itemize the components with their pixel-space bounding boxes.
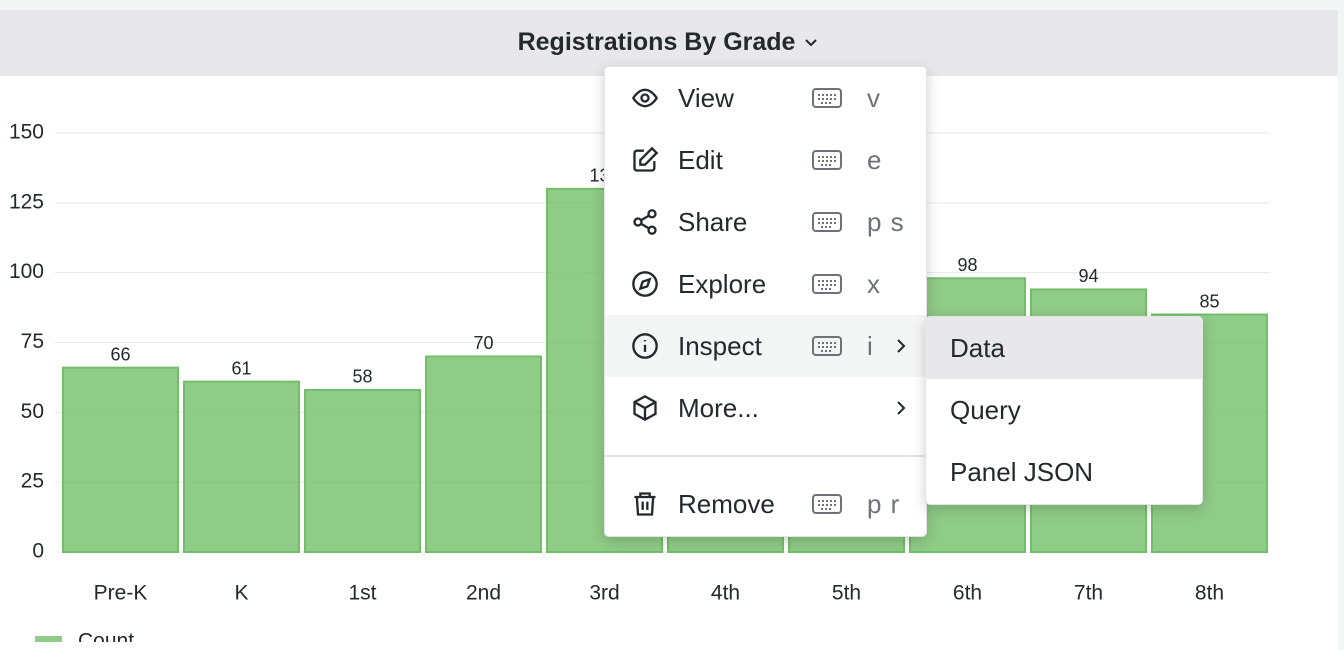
value-label: 85: [1199, 291, 1219, 311]
menu-label: Remove: [678, 489, 775, 519]
chevron-down: [805, 39, 818, 47]
icon-cube: [633, 394, 657, 422]
menu-item[interactable]: Share p s: [605, 191, 926, 253]
y-tick-label: 150: [9, 121, 44, 144]
chevron-right: [897, 401, 906, 415]
value-label: 66: [110, 344, 130, 364]
icon-keyboard: [812, 336, 842, 356]
icon-keyboard: [812, 88, 842, 108]
title-text: Registrations By Grade: [517, 28, 796, 56]
icon-keyboard: [812, 212, 842, 232]
y-tick-label: 0: [32, 540, 44, 563]
submenu-item[interactable]: Query: [926, 379, 1202, 441]
menu-shortcut: v: [867, 83, 881, 113]
x-tick-label: 4th: [711, 582, 740, 605]
bar: [425, 355, 542, 554]
y-tick-label: 125: [9, 190, 44, 213]
x-tick-label: 7th: [1074, 582, 1103, 605]
submenu-label: Query: [950, 395, 1021, 425]
submenu: Data Query Panel JSON: [925, 316, 1203, 505]
y-tick-label: 50: [21, 400, 44, 423]
submenu-item-active[interactable]: Data: [926, 317, 1202, 379]
menu-shortcut: e: [867, 145, 883, 175]
x-tick-label: 8th: [1195, 582, 1224, 605]
menu-item[interactable]: More...: [605, 377, 926, 439]
menu-item-active[interactable]: Inspect i: [605, 315, 926, 377]
value-label: 58: [352, 367, 372, 387]
x-tick-label: 3rd: [589, 582, 619, 605]
legend-label: Count: [78, 630, 134, 642]
value-label: 70: [473, 333, 493, 353]
panel-title[interactable]: Registrations By Grade: [0, 28, 1338, 57]
menu-item[interactable]: Edit e: [605, 129, 926, 191]
value-label: 98: [957, 255, 977, 275]
menu-label: Share: [678, 207, 748, 237]
x-tick-label: 1st: [348, 582, 376, 605]
legend-swatch: [35, 636, 62, 642]
submenu-label: Data: [950, 333, 1005, 363]
chevron-right: [897, 339, 906, 353]
icon-eye: [631, 88, 659, 108]
menu-label: Explore: [678, 269, 767, 299]
y-tick-label: 25: [21, 470, 44, 493]
menu-shortcut: p r: [867, 489, 901, 519]
x-tick-label: 6th: [953, 582, 982, 605]
x-tick-label: 2nd: [466, 582, 501, 605]
submenu-label: Panel JSON: [950, 457, 1094, 487]
menu-item[interactable]: Explore x: [605, 253, 926, 315]
menu-shortcut: i: [867, 331, 874, 361]
icon-edit: [633, 146, 659, 172]
menu-shortcut: x: [867, 269, 881, 299]
value-label: 61: [231, 358, 251, 378]
value-label: 94: [1078, 266, 1098, 286]
context-menu: View v Edit e Share p s Explore x Inspec…: [604, 66, 927, 537]
menu-shortcut: p s: [867, 207, 905, 237]
bar: [183, 380, 300, 553]
menu-label: Inspect: [678, 331, 762, 361]
menu-item[interactable]: Remove p r: [605, 473, 926, 535]
menu-label: More...: [678, 393, 759, 423]
y-tick-label: 75: [21, 330, 44, 353]
divider: [605, 455, 926, 457]
menu-label: Edit: [678, 145, 723, 175]
icon-keyboard: [812, 274, 842, 294]
bar: [304, 388, 421, 553]
x-tick-label: 5th: [832, 582, 861, 605]
y-tick-label: 100: [9, 260, 44, 283]
submenu-item[interactable]: Panel JSON: [926, 441, 1202, 503]
x-tick-label: K: [234, 582, 248, 605]
bar: [62, 366, 179, 554]
menu-label: View: [678, 83, 734, 113]
x-tick-label: Pre-K: [94, 582, 148, 605]
icon-keyboard: [812, 150, 842, 170]
icon-keyboard: [812, 494, 842, 514]
icon-compass: [632, 271, 658, 297]
icon-trash: [634, 492, 656, 516]
icon-share: [633, 209, 657, 235]
menu-item[interactable]: View v: [605, 67, 926, 129]
panel-header[interactable]: Registrations By Grade: [0, 10, 1338, 76]
icon-info: [632, 333, 658, 359]
